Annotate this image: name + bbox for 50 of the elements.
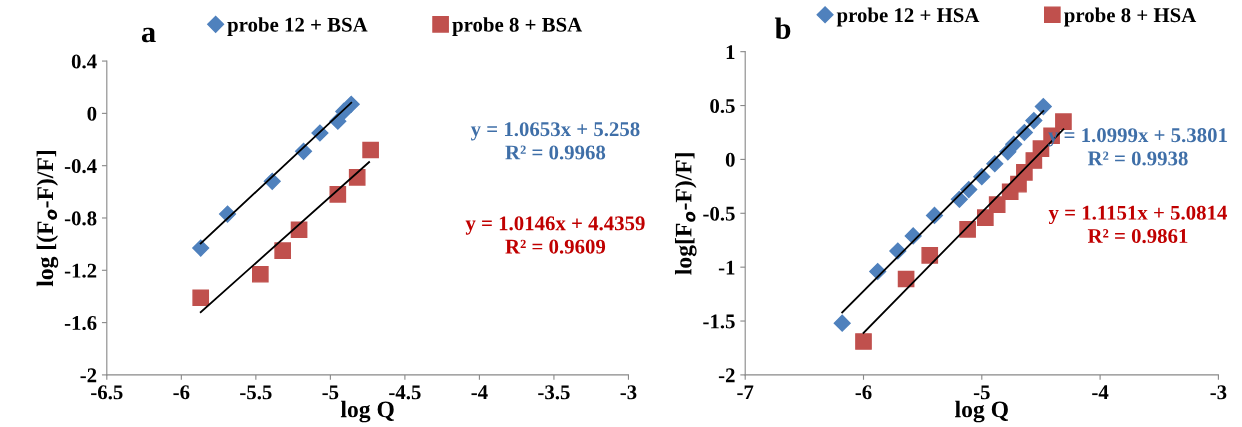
x-tick-label: -3	[620, 385, 637, 400]
point	[855, 333, 872, 350]
legend-label: probe 8 + HSA	[1064, 7, 1197, 27]
y-tick-label: 0	[725, 152, 735, 167]
legend-label: probe 8 + BSA	[452, 17, 583, 37]
x-tick-label: -4	[1092, 385, 1109, 400]
y-tick-label: -0.4	[64, 159, 97, 174]
y-tick-label: -0.5	[703, 206, 735, 221]
x-tick-label: -5	[322, 385, 339, 400]
y-tick-label: -2	[80, 368, 97, 383]
y-axis-title: log [(F$_{o}$-F)/F]	[36, 151, 59, 287]
point	[921, 246, 939, 264]
y-tick-label: -1	[718, 260, 735, 275]
y-tick-label: 0	[87, 106, 97, 121]
x-tick-label: -7	[737, 385, 754, 400]
x-tick-label: -5	[973, 385, 990, 400]
y-tick-label: -0.8	[64, 211, 97, 226]
y-tick-label: 0.4	[71, 54, 97, 69]
y-axis-title: log[F$_{o}$-F)/F]	[674, 153, 697, 275]
x-tick-label: -3	[1210, 385, 1227, 400]
annotation: y = 1.0146x + 4.4359 R² = 0.9609	[465, 216, 645, 254]
y-tick-label: -2	[718, 368, 735, 383]
x-axis-title: log Q	[955, 400, 1008, 423]
x-tick-label: -6	[855, 385, 872, 400]
chart-title: b	[774, 17, 791, 39]
x-tick-label: -4.5	[389, 385, 421, 400]
point	[192, 289, 210, 307]
x-tick-label: -6	[173, 385, 190, 400]
y-tick-label: 1	[726, 45, 735, 59]
annotation: y = 1.1151x + 5.0814 R² = 0.9861	[1048, 205, 1227, 244]
legend-label: probe 12 + HSA	[836, 7, 980, 27]
y-tick-label: -1.6	[64, 316, 97, 331]
x-tick-label: -6.5	[91, 385, 123, 400]
y-tick-label: -1.5	[703, 314, 735, 329]
y-tick-label: 0.5	[710, 98, 735, 114]
chart-title: a	[141, 27, 156, 43]
y-tick-label: -1.2	[64, 263, 97, 278]
point	[1034, 98, 1052, 116]
point	[833, 314, 851, 332]
point	[274, 242, 292, 260]
x-tick-label: -4	[471, 385, 488, 400]
legend-label: probe 12 + BSA	[227, 17, 368, 37]
x-tick-label: -5.5	[240, 385, 272, 400]
point	[362, 141, 379, 159]
point	[251, 265, 269, 283]
point	[1055, 113, 1072, 131]
x-axis-title: log Q	[340, 400, 394, 423]
x-tick-label: -3.5	[538, 385, 570, 400]
annotation: y = 1.0653x + 5.258 R² = 0.9968	[470, 122, 640, 160]
point	[192, 239, 210, 257]
